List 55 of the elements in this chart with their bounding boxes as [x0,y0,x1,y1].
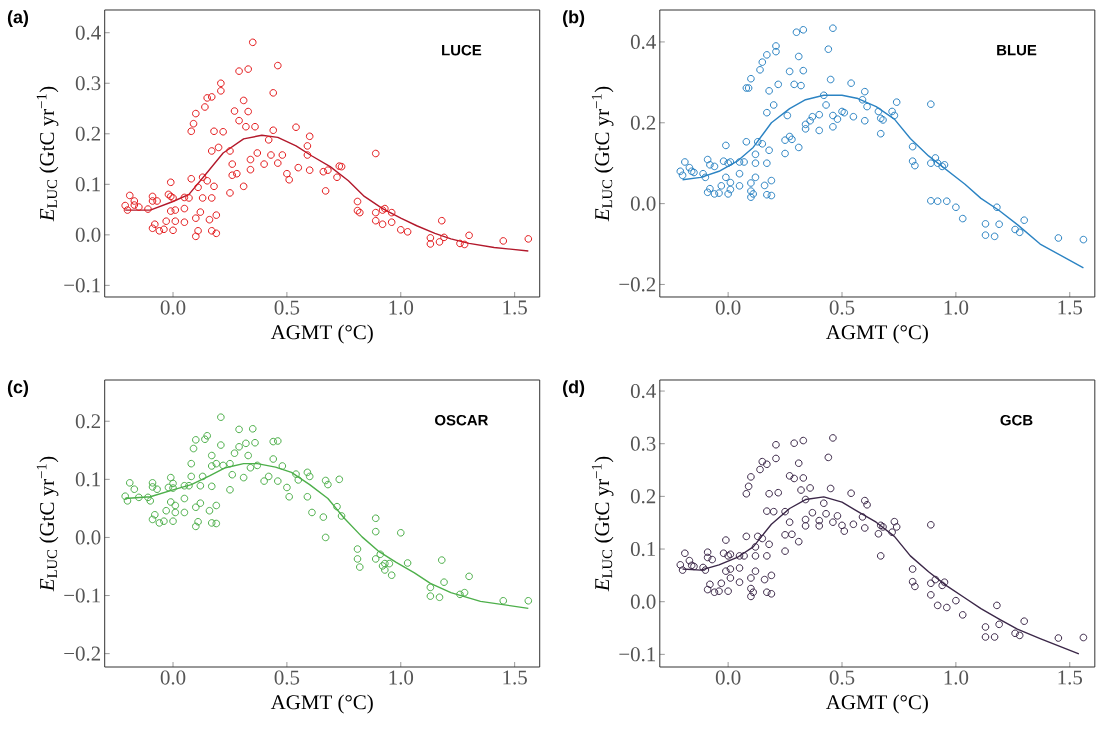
y-tick-label: 0.4 [630,34,656,50]
x-axis-title: AGMT (°C) [825,694,928,714]
y-tick-label: 0.2 [630,489,656,504]
y-tick-label: 0.3 [630,436,656,451]
y-tick-label: 0.0 [630,594,656,609]
annotation: BLUE [997,44,1037,56]
chart-title: (d) [563,380,585,397]
y-tick-label: 0.4 [75,25,101,40]
y-axis-title: E$_{LUC}$ (GtC yr$^{−1}$) [591,456,614,592]
y-tick-label: 0.2 [75,414,101,429]
x-axis-title: AGMT (°C) [270,324,373,344]
x-tick-label: 1.0 [389,670,414,685]
x-tick-label: 0.0 [715,670,741,685]
annotation: GCB [1000,414,1033,426]
y-tick-label: 0.1 [630,541,656,557]
x-tick-label: 1.5 [503,670,527,685]
y-tick-label: −0.1 [64,588,100,603]
chart-title: (c) [7,380,29,397]
annotation: LUCE [442,44,482,56]
x-tick-label: 1.0 [944,670,969,685]
x-tick-label: 1.5 [1058,300,1083,315]
x-tick-label: 0.0 [160,300,186,315]
y-axis-title: E$_{LUC}$ (GtC yr$^{−1}$) [36,456,59,592]
line-series [124,462,530,610]
y-tick-label: 0.1 [75,472,100,487]
y-tick-label: 0.4 [630,383,656,399]
y-tick-label: −0.1 [64,278,100,293]
y-tick-label: 0.0 [75,530,101,545]
x-tick-label: 1.5 [1058,670,1083,685]
x-axis-title: AGMT (°C) [825,324,928,344]
y-tick-label: 0.0 [75,227,101,242]
y-tick-label: 0.1 [75,177,100,192]
y-tick-label: −0.2 [64,646,101,661]
y-axis-title: E$_{LUC}$ (GtC yr$^{−1}$) [591,86,614,222]
x-tick-label: 0.5 [274,670,300,685]
x-tick-label: 1.0 [389,300,414,315]
y-tick-label: 0.2 [75,126,101,141]
line-series [124,134,530,252]
y-tick-label: 0.2 [630,115,656,130]
y-tick-label: −0.1 [619,647,656,662]
annotation: OSCAR [435,414,489,426]
y-tick-label: −0.2 [619,277,656,292]
x-tick-label: 1.5 [503,300,527,315]
chart-title: (a) [7,10,29,27]
y-axis-title: E$_{LUC}$ (GtC yr$^{−1}$) [36,86,59,222]
x-tick-label: 0.0 [160,670,186,685]
x-axis-title: AGMT (°C) [270,694,373,714]
y-tick-label: 0.3 [75,76,101,91]
chart-title: (b) [563,10,585,27]
x-tick-label: 0.5 [829,300,855,315]
x-tick-label: 0.5 [274,300,300,315]
x-tick-label: 0.0 [715,300,741,315]
y-tick-label: 0.0 [630,196,656,211]
x-tick-label: 0.5 [829,670,855,685]
x-tick-label: 1.0 [944,300,969,315]
